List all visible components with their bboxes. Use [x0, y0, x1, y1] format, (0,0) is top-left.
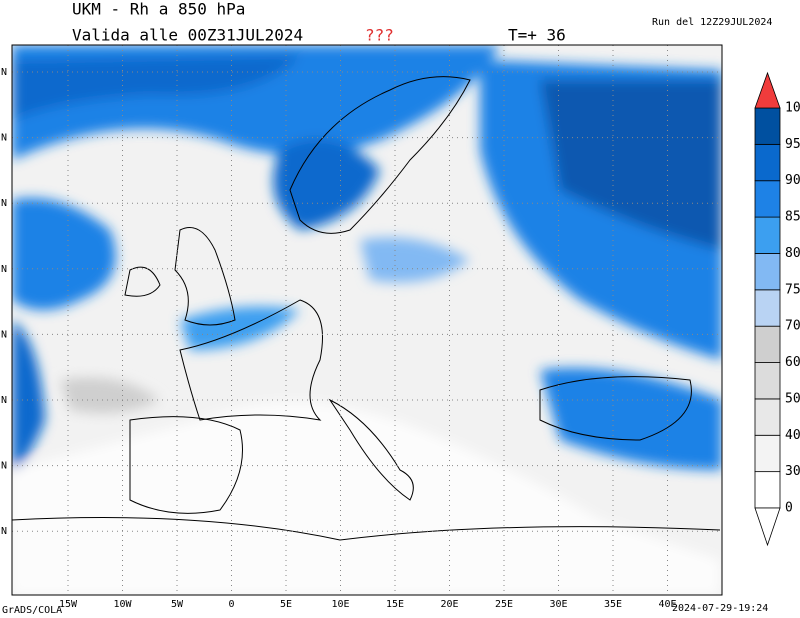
lat-label: N: [1, 198, 7, 209]
lat-label: N: [1, 264, 7, 275]
colorbar-segment: [754, 180, 781, 218]
axis-labels: 15W 10W 5W 0 5E 10E 15E 20E 25E 30E 35E 40E N N N N N N N N: [1, 67, 677, 610]
lon-label: 15E: [386, 599, 404, 610]
colorbar-label: 40: [785, 428, 800, 443]
colorbar-label: 50: [785, 391, 800, 406]
map-field: [12, 45, 722, 595]
forecast-step: T=+ 36: [508, 26, 566, 45]
lon-label: 10E: [331, 599, 349, 610]
colorbar-label: 80: [785, 246, 800, 261]
graticule: [12, 45, 722, 595]
lon-label: 15W: [59, 599, 78, 610]
colorbar-segment: [754, 216, 781, 254]
lon-label: 30E: [549, 599, 567, 610]
colorbar-segment: [754, 362, 781, 400]
lon-label: 5E: [280, 599, 292, 610]
flag: ???: [365, 26, 394, 45]
colorbar-label: 100: [785, 101, 800, 116]
lat-label: N: [1, 67, 7, 78]
colorbar-label: 75: [785, 282, 800, 297]
colorbar-segment: [754, 325, 781, 363]
colorbar-segment: [754, 398, 781, 436]
colorbar-segment: [754, 471, 781, 509]
colorbar: 0 30 40 50 60 70 75 80 85 90 95 100: [754, 71, 800, 547]
humidity-field: [12, 45, 722, 595]
colorbar-segment: [754, 434, 781, 473]
coastlines: [12, 76, 721, 541]
lon-label: 0: [228, 599, 234, 610]
title: UKM - Rh a 850 hPa: [72, 0, 245, 19]
run-time: Run del 12Z29JUL2024: [652, 17, 772, 28]
lon-label: 25E: [495, 599, 513, 610]
colorbar-label: 95: [785, 137, 800, 152]
lat-label: N: [1, 526, 7, 537]
map-frame: [11, 44, 723, 596]
lon-label: 40E: [658, 599, 676, 610]
lat-label: N: [1, 329, 7, 340]
colorbar-label: 0: [785, 501, 793, 516]
lat-label: N: [1, 395, 7, 406]
colorbar-label: 60: [785, 355, 800, 370]
colorbar-label: 85: [785, 210, 800, 225]
colorbar-segment: [754, 253, 781, 291]
colorbar-segment: [754, 289, 781, 327]
colorbar-label: 90: [785, 173, 800, 188]
colorbar-over: [754, 71, 781, 109]
lat-label: N: [1, 461, 7, 472]
valid-time: Valida alle 00Z31JUL2024: [72, 26, 303, 45]
colorbar-label: 70: [785, 319, 800, 334]
lon-label: 20E: [440, 599, 458, 610]
timestamp: 2024-07-29-19:24: [672, 603, 768, 614]
credit: GrADS/COLA: [2, 605, 62, 616]
colorbar-segment: [754, 143, 781, 182]
colorbar-under: [754, 507, 781, 547]
lon-label: 5W: [171, 599, 184, 610]
lat-label: N: [1, 133, 7, 144]
colorbar-segment: [754, 107, 781, 145]
lon-label: 35E: [604, 599, 622, 610]
colorbar-label: 30: [785, 464, 800, 479]
lon-label: 10W: [113, 599, 132, 610]
